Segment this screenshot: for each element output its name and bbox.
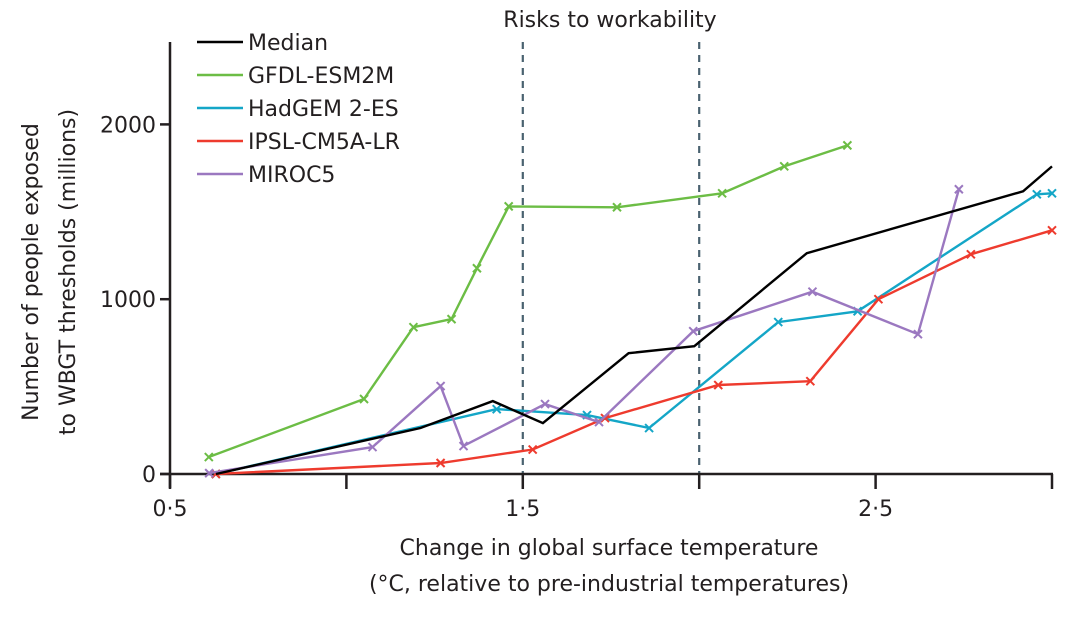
legend-label: MIROC5 [248,163,335,188]
series-line-gfdl-esm2m [208,144,848,459]
data-point-hadgem-2-es [491,404,502,414]
data-point-gfdl-esm2m [408,322,419,332]
axes [160,42,1053,488]
data-point-miroc5 [688,326,698,336]
series-layer [204,140,1057,479]
y-ticks: 0 1000 2000 [100,113,170,488]
legend-label: GFDL-ESM2M [248,64,394,89]
legend-item-ipsl-cm5a-lr: IPSL-CM5A-LR [197,130,400,155]
series-median [215,165,1053,476]
data-point-miroc5 [458,441,469,451]
y-tick-label: 2000 [100,113,156,138]
data-point-gfdl-esm2m [779,161,789,172]
y-tick-label: 1000 [100,288,156,313]
annotation-risks-to-workability: Risks to workability [503,8,716,33]
reference-lines [521,42,701,474]
series-hadgem-2-es [211,188,1057,479]
legend-item-gfdl-esm2m: GFDL-ESM2M [197,64,394,89]
data-point-miroc5 [367,442,378,452]
data-point-gfdl-esm2m [359,394,369,404]
data-point-miroc5 [594,417,604,427]
series-line-hadgem-2-es [215,192,1053,476]
series-miroc5 [204,184,964,478]
data-point-hadgem-2-es [1032,189,1042,200]
legend-item-median: Median [197,31,328,56]
data-point-gfdl-esm2m [472,263,482,273]
series-line-miroc5 [209,188,961,475]
legend-label: Median [248,31,328,56]
legend: Median GFDL-ESM2M HadGEM 2-ES IPSL-CM5A-LR M… [197,31,400,188]
data-point-miroc5 [435,381,446,391]
series-line-median [215,165,1053,476]
x-ticks: 0·5 1·5 2·5 [153,474,1054,522]
data-point-hadgem-2-es [773,317,783,327]
legend-item-miroc5: MIROC5 [197,163,335,188]
data-point-ipsl-cm5a-lr [873,294,884,304]
data-point-gfdl-esm2m [612,202,622,212]
legend-label: IPSL-CM5A-LR [248,130,400,155]
data-point-ipsl-cm5a-lr [435,458,446,468]
data-point-gfdl-esm2m [717,188,727,198]
data-point-ipsl-cm5a-lr [1047,225,1057,236]
x-tick-label: 2·5 [858,497,893,522]
y-axis-title-line-1: Number of people exposed [19,123,44,421]
data-point-ipsl-cm5a-lr [713,380,723,390]
legend-label: HadGEM 2-ES [248,97,399,122]
y-axis-title-line-2: to WBGT thresholds (millions) [56,109,81,435]
data-point-miroc5 [540,399,550,409]
x-tick-label: 0·5 [153,497,188,522]
x-axis-title-line-2: (°C, relative to pre-industrial temperat… [369,572,849,597]
data-point-gfdl-esm2m [842,140,853,151]
series-gfdl-esm2m [204,140,853,462]
data-point-hadgem-2-es [1047,188,1057,198]
data-point-gfdl-esm2m [204,452,214,462]
legend-item-hadgem-2-es: HadGEM 2-ES [197,97,399,122]
data-point-ipsl-cm5a-lr [966,249,976,259]
data-point-ipsl-cm5a-lr [805,376,816,386]
data-point-miroc5 [204,468,214,478]
series-ipsl-cm5a-lr [211,225,1057,479]
data-point-miroc5 [954,184,964,194]
data-point-hadgem-2-es [644,423,654,433]
data-point-miroc5 [913,329,923,339]
data-point-ipsl-cm5a-lr [527,444,538,455]
x-tick-label: 1·5 [505,497,540,522]
data-point-gfdl-esm2m [446,314,457,324]
y-tick-label: 0 [142,463,156,488]
data-point-miroc5 [807,286,818,297]
data-point-gfdl-esm2m [503,201,514,212]
x-axis-title-line-1: Change in global surface temperature [400,536,819,561]
